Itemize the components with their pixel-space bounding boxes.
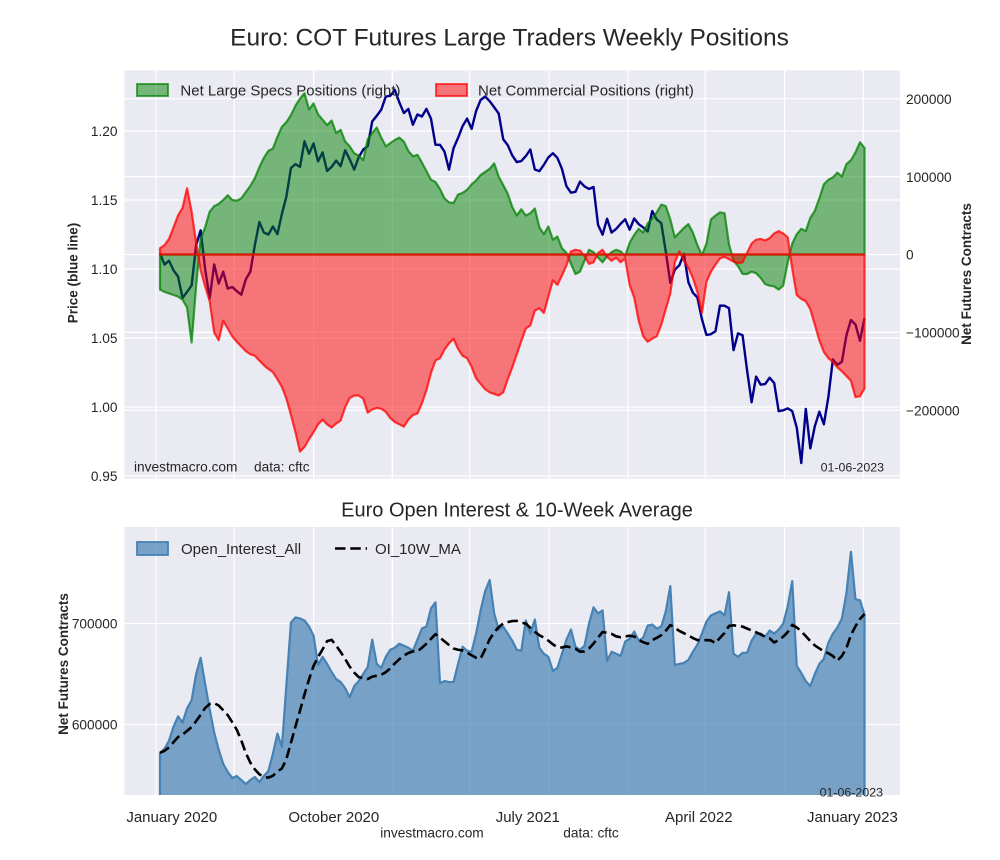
net-commercials-area <box>158 187 866 453</box>
top-left-tick-labels: 1.20 1.15 1.10 1.05 1.00 0.95 <box>91 124 118 484</box>
tick-label: 600000 <box>72 718 118 733</box>
bottom-data-note: data: cftc <box>563 826 619 841</box>
bottom-left-tick-labels: 700000 600000 <box>72 617 118 733</box>
tick-label: 1.20 <box>91 124 118 139</box>
tick-label: 1.00 <box>91 400 118 415</box>
oi-10w-ma-line <box>159 613 866 779</box>
top-chart: 1.20 1.15 1.10 1.05 1.00 0.95 200000 100000 0 −1… <box>66 70 974 484</box>
tick-label: −200000 <box>906 404 960 419</box>
commercials-legend-swatch <box>435 83 468 97</box>
bottom-date-note: 01-06-2023 <box>820 786 883 800</box>
top-date-note: 01-06-2023 <box>821 461 884 475</box>
commercials-legend-label: Net Commercial Positions (right) <box>478 83 694 100</box>
specs-legend-swatch <box>136 83 169 97</box>
tick-label: 1.15 <box>91 193 118 208</box>
tick-label: January 2020 <box>126 809 217 826</box>
bottom-legend: Open_Interest_All OI_10W_MA <box>136 541 461 558</box>
top-data-note: data: cftc <box>254 460 310 475</box>
tick-label: July 2021 <box>496 809 560 826</box>
tick-label: October 2020 <box>288 809 379 826</box>
top-source-note: investmacro.com <box>134 460 237 475</box>
specs-legend-label: Net Large Specs Positions (right) <box>180 83 400 100</box>
top-right-tick-labels: 200000 100000 0 −100000 −200000 <box>906 92 960 419</box>
net-large-specs-area <box>158 92 866 344</box>
open-interest-area <box>158 550 866 795</box>
figure-title: Euro: COT Futures Large Traders Weekly P… <box>230 24 789 51</box>
tick-label: April 2022 <box>665 809 733 826</box>
bottom-ylabel: Net Futures Contracts <box>56 593 71 735</box>
tick-label: 100000 <box>906 170 952 185</box>
bottom-chart-title: Euro Open Interest & 10-Week Average <box>341 500 693 522</box>
top-legend: Net Large Specs Positions (right) Net Co… <box>136 83 694 100</box>
oi-legend-swatch <box>136 541 169 556</box>
tick-label: −100000 <box>906 326 960 341</box>
oi-legend-label: Open_Interest_All <box>181 541 301 558</box>
tick-label: 0.95 <box>91 469 118 484</box>
tick-label: 0 <box>906 248 914 263</box>
ma-legend-label: OI_10W_MA <box>375 541 461 558</box>
tick-label: 200000 <box>906 92 952 107</box>
tick-label: 1.05 <box>91 331 118 346</box>
bottom-x-tick-labels: January 2020 October 2020 July 2021 April 2… <box>126 809 898 826</box>
tick-label: January 2023 <box>807 809 898 826</box>
bottom-chart: Euro Open Interest & 10-Week Average 700… <box>56 500 900 841</box>
tick-label: 1.10 <box>91 262 118 277</box>
top-ylabel-right: Net Futures Contracts <box>959 203 974 345</box>
top-ylabel-left: Price (blue line) <box>66 223 81 324</box>
tick-label: 700000 <box>72 617 118 632</box>
bottom-source-note: investmacro.com <box>380 826 483 841</box>
